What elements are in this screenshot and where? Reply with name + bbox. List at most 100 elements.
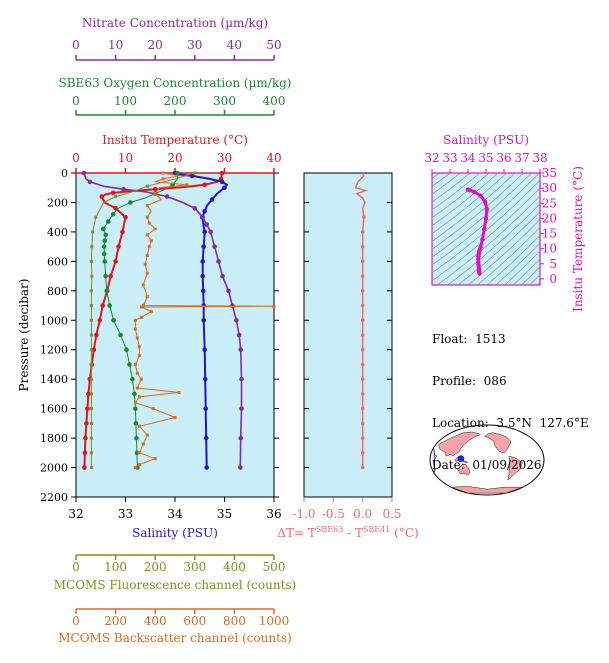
nitrate-axis-title: Nitrate Concentration (µm/kg) [82, 16, 268, 30]
backscatter-point [272, 304, 276, 308]
oxygen-point [105, 219, 111, 224]
oxygen-tick-label: 200 [164, 94, 187, 108]
ts-point [467, 188, 472, 193]
fluorescence-point [90, 274, 94, 278]
backscatter-point [151, 407, 155, 411]
backscatter-point [161, 177, 165, 181]
ts-isoline [432, 173, 516, 242]
nitrate-tick-label: 20 [148, 38, 163, 52]
date-label: Date: [432, 458, 465, 472]
delta-point [360, 392, 365, 396]
pressure-tick-label: 200 [47, 196, 68, 209]
nitrate-point [236, 332, 242, 338]
date-value: 01/09/2026 [472, 458, 542, 472]
ts-point [476, 256, 481, 262]
fluorescence-point [114, 195, 118, 199]
oxygen-axis-title: SBE63 Oxygen Concentration (µm/kg) [59, 76, 292, 90]
nitrate-point [238, 465, 243, 470]
backscatter-point [135, 386, 139, 390]
ts-point [484, 207, 490, 212]
ts-salinity-tick-label: 35 [478, 151, 493, 165]
fluorescence-point [90, 245, 94, 249]
backscatter-point [133, 401, 137, 405]
delta-point [362, 215, 366, 219]
temperature-point [152, 186, 158, 192]
ts-salinity-tick-label: 33 [442, 151, 457, 165]
backscatter-tick-label: 0 [72, 614, 80, 628]
ts-isoline [432, 180, 540, 274]
location-label: Location: [432, 416, 489, 430]
ts-isoline [477, 227, 540, 285]
oxygen-point [124, 347, 129, 353]
delta-point [360, 244, 365, 249]
backscatter-point [139, 305, 143, 309]
pressure-tick-label: 400 [47, 226, 68, 239]
delta-axis-title: ΔT= TSBE63 - TSBE41 (°C) [277, 525, 418, 540]
nitrate-tick-label: 30 [187, 38, 202, 52]
backscatter-point [173, 415, 177, 419]
ts-point [472, 189, 477, 194]
temperature-point [86, 391, 91, 397]
backscatter-point [145, 233, 149, 237]
ts-isoline [495, 242, 540, 285]
ts-temperature-tick-label: 35 [542, 166, 557, 180]
nitrate-tick-label: 10 [108, 38, 123, 52]
ts-isoline [432, 70, 540, 163]
oxygen-profile-line [102, 173, 178, 468]
salinity-tick-label: 33 [118, 507, 133, 521]
delta-point [360, 465, 365, 470]
temperature-point [83, 435, 88, 441]
temperature-tick-label: 0 [72, 151, 80, 165]
delta-point [360, 436, 365, 440]
nitrate-point [239, 376, 244, 382]
ts-point [478, 193, 483, 198]
backscatter-point [141, 442, 145, 446]
oxygen-point [107, 303, 112, 308]
oxygen-tick-label: 0 [72, 94, 80, 108]
fluorescence-axis-title: MCOMS Fluorescence channel (counts) [54, 578, 297, 592]
nitrate-point [216, 259, 221, 264]
temperature-axis-title: Insitu Temperature (°C) [102, 133, 248, 147]
float-info: Float: 1513 Profile: 086 Location: 3.5°N… [432, 304, 589, 486]
fluorescence-tick-label: 200 [144, 560, 167, 574]
pressure-tick-label: 1000 [40, 314, 68, 327]
ts-isoline [512, 258, 540, 285]
nitrate-point [234, 317, 239, 323]
ts-salinity-tick-label: 32 [424, 151, 439, 165]
backscatter-axis-title: MCOMS Backscatter channel (counts) [58, 631, 291, 645]
temperature-point [123, 214, 128, 220]
ts-isoline [432, 173, 499, 226]
backscatter-point [135, 336, 139, 340]
pressure-tick-label: 1400 [40, 373, 68, 386]
date-line: Date: 01/09/2026 [432, 458, 589, 472]
fluorescence-tick-label: 0 [72, 560, 80, 574]
oxygen-point [133, 406, 138, 411]
delta-point [360, 362, 365, 367]
ts-temperature-tick-label: 5 [549, 257, 557, 271]
oxygen-point [111, 317, 116, 323]
fluorescence-point [89, 304, 93, 308]
pressure-tick-label: 2200 [40, 491, 68, 504]
temperature-point [82, 450, 88, 456]
backscatter-point [137, 463, 141, 467]
float-label: Float: [432, 332, 468, 346]
delta-point [360, 347, 365, 352]
backscatter-point [139, 315, 143, 319]
oxygen-tick-label: 100 [114, 94, 137, 108]
ts-isoline [432, 173, 508, 234]
temperature-point [116, 244, 121, 249]
backscatter-point [135, 371, 139, 375]
salinity-point [204, 465, 209, 470]
fluorescence-point [89, 466, 93, 470]
nitrate-point [192, 206, 198, 211]
fluorescence-point [89, 318, 93, 322]
backscatter-tick-label: 800 [223, 614, 246, 628]
ts-isoline [432, 173, 481, 211]
ts-temperature-tick-label: 10 [542, 242, 557, 256]
nitrate-point [87, 179, 93, 185]
ts-isoline [432, 187, 540, 282]
nitrate-point [220, 273, 225, 279]
temperature-point [82, 465, 87, 470]
nitrate-point [200, 214, 206, 220]
